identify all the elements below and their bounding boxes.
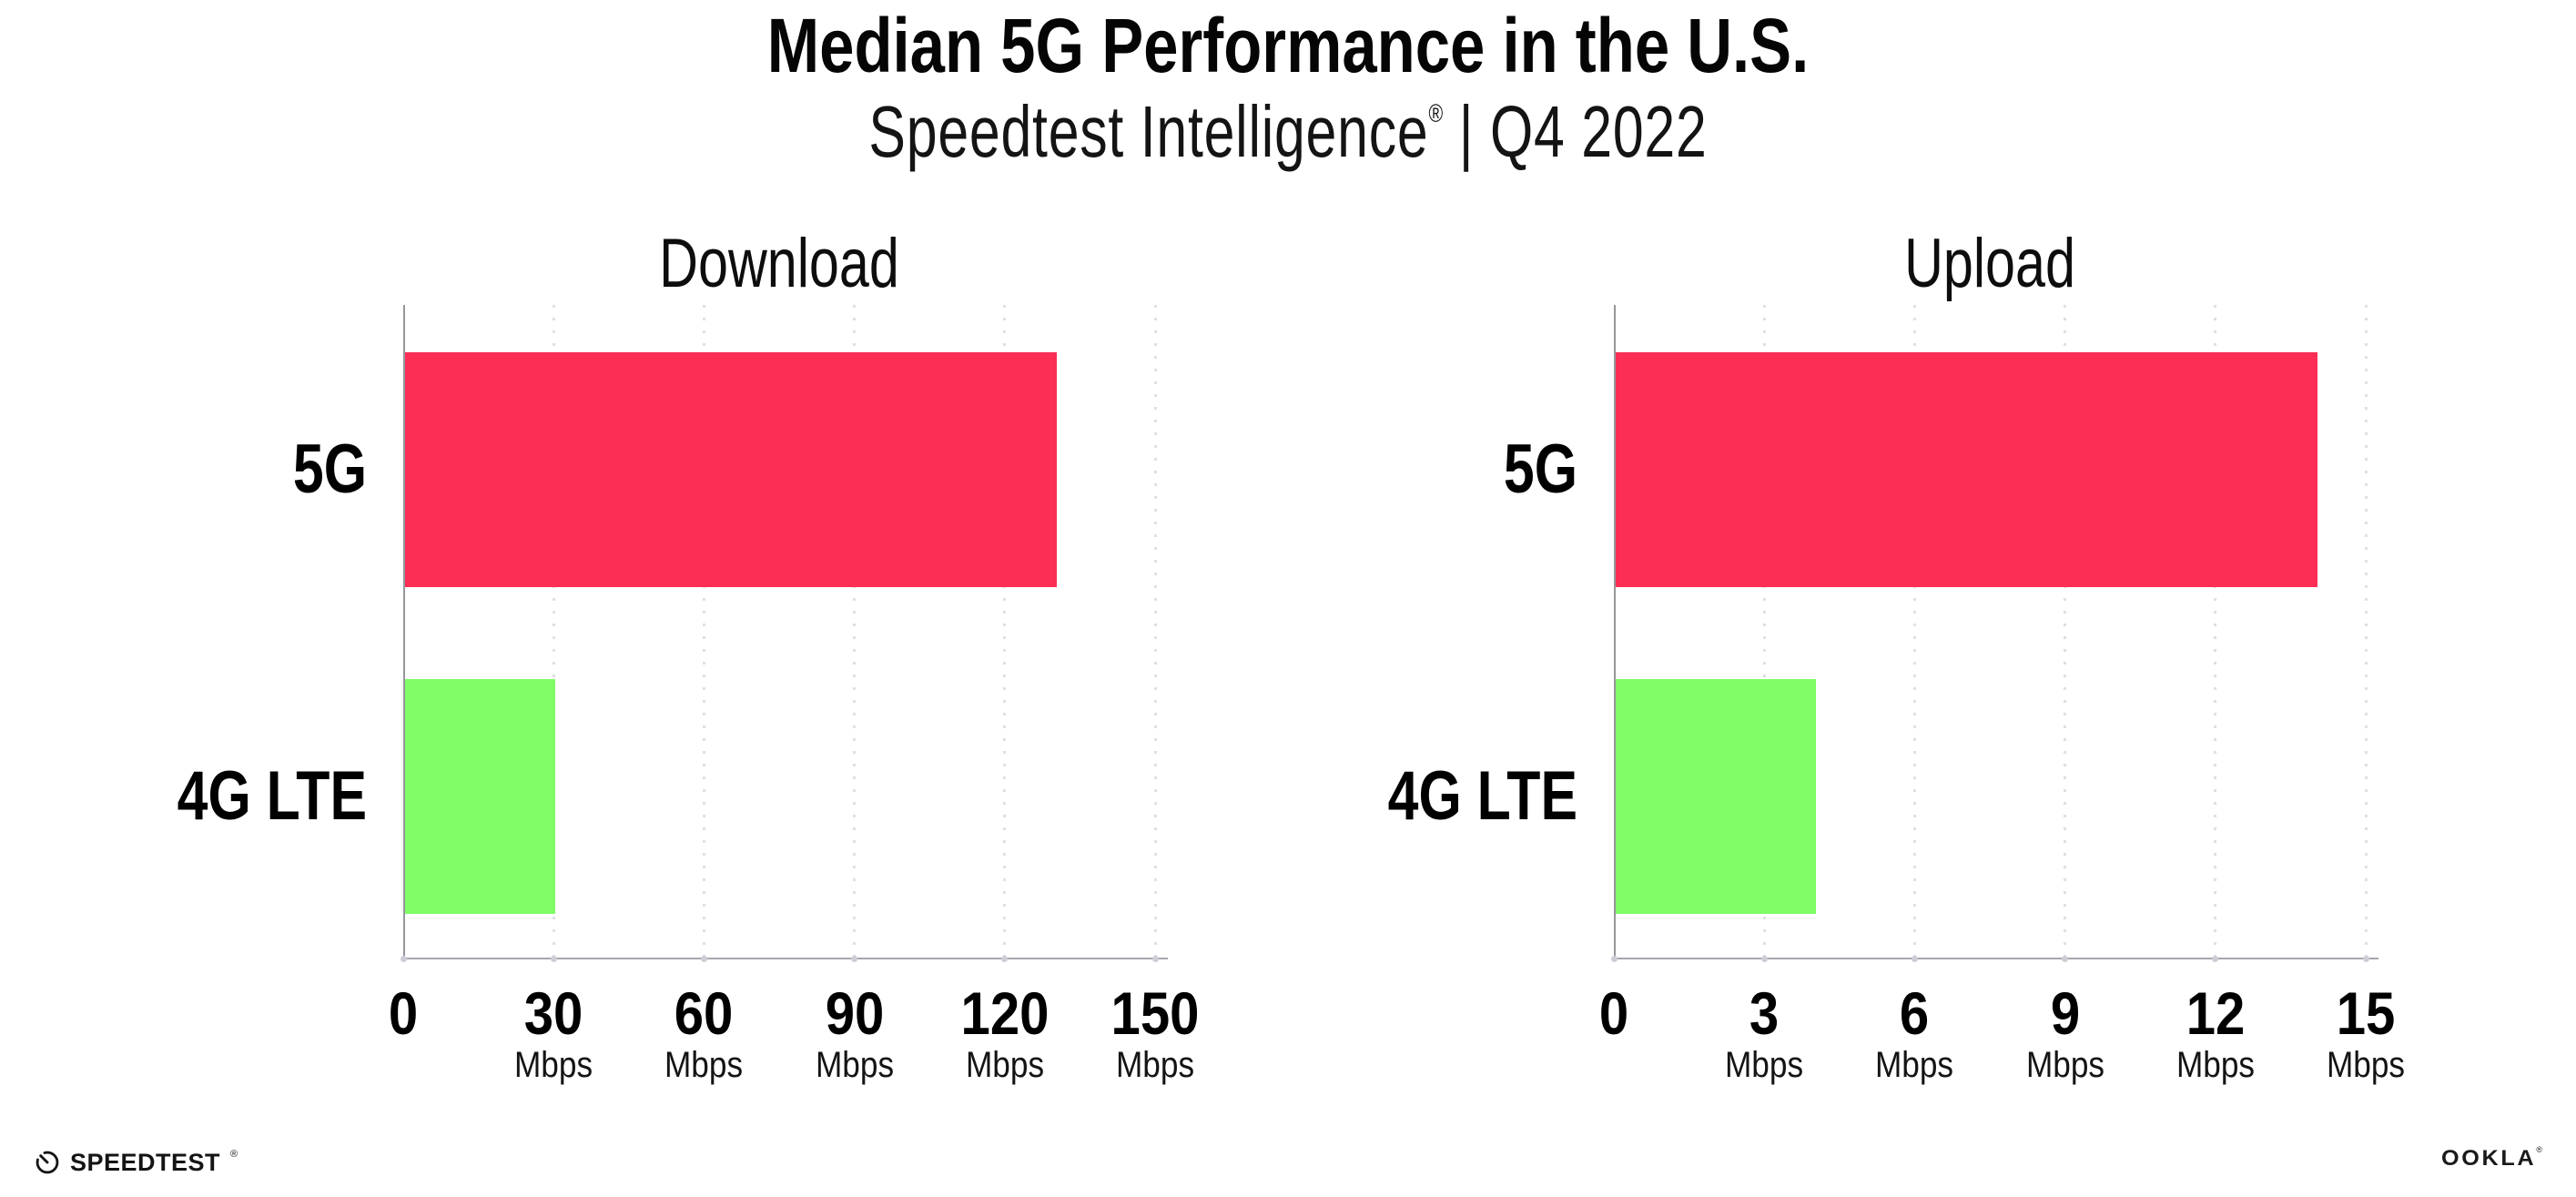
axis-tick-dot xyxy=(700,955,707,962)
axis-tick-dot xyxy=(1610,955,1618,962)
x-tick-label-15: 15 xyxy=(2336,979,2396,1047)
ookla-wordmark: OOKLA xyxy=(2441,1146,2537,1171)
speedtest-gauge-icon xyxy=(35,1151,59,1174)
x-tick-unit-label-90: Mbps xyxy=(815,1045,894,1085)
axis-tick-dot xyxy=(2062,955,2069,962)
gridline-15 xyxy=(2364,305,2368,958)
gridline-120 xyxy=(1003,305,1007,958)
registered-mark-icon: ® xyxy=(1428,99,1444,127)
x-tick-label-9: 9 xyxy=(2050,979,2080,1047)
axis-tick-dot xyxy=(1001,955,1009,962)
category-label-4g-lte: 4G LTE xyxy=(1387,757,1577,835)
gridline-9 xyxy=(2064,305,2067,958)
subtitle-period: | Q4 2022 xyxy=(1443,91,1708,172)
x-tick-label-150: 150 xyxy=(1111,979,1200,1047)
x-tick-label-3: 3 xyxy=(1749,979,1780,1047)
x-tick-label-120: 120 xyxy=(960,979,1050,1047)
gridline-60 xyxy=(702,305,705,958)
x-tick-unit-label-15: Mbps xyxy=(2326,1045,2406,1085)
gridline-150 xyxy=(1153,305,1157,958)
chart-subtitle: Speedtest Intelligence® | Q4 2022 xyxy=(309,94,2267,170)
bar-4g-lte xyxy=(1616,679,1817,914)
axis-tick-dot xyxy=(400,955,407,962)
x-tick-unit-label-150: Mbps xyxy=(1115,1045,1195,1085)
gridline-3 xyxy=(1762,305,1766,958)
axis-tick-dot xyxy=(1911,955,1918,962)
subtitle-brand: Speedtest Intelligence xyxy=(868,91,1429,172)
gridline-6 xyxy=(1912,305,1916,958)
category-label-5g: 5G xyxy=(1503,431,1577,508)
panel-title-upload: Upload xyxy=(1904,225,2075,302)
page-title: Median 5G Performance in the U.S. xyxy=(766,3,1810,88)
axis-tick-dot xyxy=(851,955,858,962)
axis-tick-dot xyxy=(2362,955,2369,962)
x-axis-line xyxy=(403,958,1168,959)
x-tick-label-12: 12 xyxy=(2186,979,2246,1047)
axis-tick-dot xyxy=(1151,955,1159,962)
x-tick-label-30: 30 xyxy=(523,979,583,1047)
x-axis-line xyxy=(1614,958,2378,959)
speedtest-registered-mark-icon: ® xyxy=(230,1148,238,1160)
x-tick-unit-label-12: Mbps xyxy=(2175,1045,2255,1085)
ookla-registered-mark-icon: ® xyxy=(2536,1145,2542,1154)
axis-tick-dot xyxy=(1760,955,1768,962)
speedtest-wordmark: SPEEDTEST xyxy=(70,1148,221,1176)
x-tick-label-0: 0 xyxy=(1598,979,1629,1047)
x-tick-label-6: 6 xyxy=(1900,979,1930,1047)
axis-tick-dot xyxy=(2212,955,2219,962)
category-label-5g: 5G xyxy=(292,431,367,508)
x-tick-unit-label-120: Mbps xyxy=(965,1045,1044,1085)
panel-title-download: Download xyxy=(659,225,899,302)
speedtest-logo: SPEEDTEST ® xyxy=(35,1149,238,1176)
x-tick-unit-label-9: Mbps xyxy=(2025,1045,2104,1085)
bar-4g-lte xyxy=(405,679,556,914)
x-tick-unit-label-60: Mbps xyxy=(664,1045,744,1085)
bar-5g xyxy=(1616,352,2317,587)
x-tick-unit-label-6: Mbps xyxy=(1875,1045,1954,1085)
y-axis-line xyxy=(1614,305,1616,958)
ookla-logo: OOKLA ® xyxy=(2441,1145,2542,1170)
x-tick-unit-label-30: Mbps xyxy=(514,1045,593,1085)
gridline-12 xyxy=(2214,305,2217,958)
y-axis-line xyxy=(403,305,405,958)
x-tick-unit-label-3: Mbps xyxy=(1725,1045,1804,1085)
gridline-90 xyxy=(853,305,857,958)
x-tick-label-90: 90 xyxy=(825,979,884,1047)
category-label-4g-lte: 4G LTE xyxy=(177,757,367,835)
gridline-30 xyxy=(552,305,555,958)
x-tick-label-0: 0 xyxy=(388,979,419,1047)
axis-tick-dot xyxy=(550,955,557,962)
x-tick-label-60: 60 xyxy=(674,979,734,1047)
bar-5g xyxy=(405,352,1057,587)
